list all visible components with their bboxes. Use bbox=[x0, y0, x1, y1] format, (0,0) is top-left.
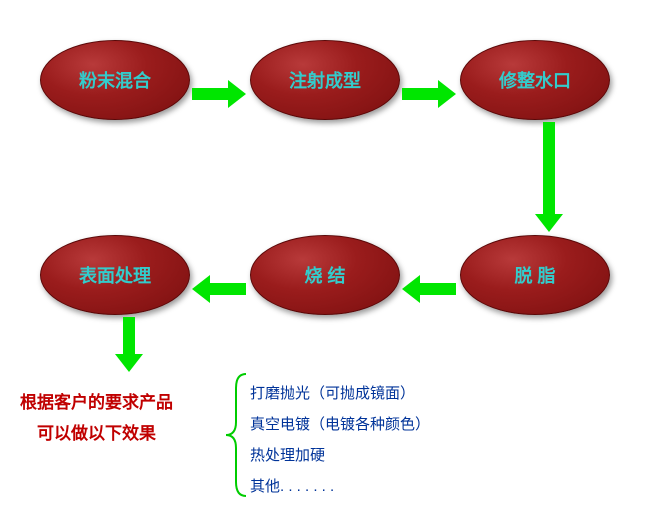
brace-icon bbox=[222, 372, 248, 498]
node-label: 脱 脂 bbox=[514, 262, 555, 288]
arrow-icon bbox=[535, 122, 563, 232]
option-item: 真空电镀（电镀各种颜色） bbox=[250, 413, 430, 434]
node-sinter: 烧 结 bbox=[250, 235, 400, 315]
arrow-icon bbox=[192, 80, 246, 108]
node-injection-molding: 注射成型 bbox=[250, 40, 400, 120]
node-label: 表面处理 bbox=[79, 262, 151, 288]
option-item: 其他. . . . . . . bbox=[250, 475, 430, 496]
node-label: 烧 结 bbox=[304, 262, 345, 288]
arrow-icon bbox=[115, 317, 143, 372]
node-trim-gate: 修整水口 bbox=[460, 40, 610, 120]
node-label: 修整水口 bbox=[499, 67, 571, 93]
options-list: 打磨抛光（可抛成镜面） 真空电镀（电镀各种颜色） 热处理加硬 其他. . . .… bbox=[250, 372, 430, 506]
flowchart-canvas: 粉末混合 注射成型 修整水口 脱 脂 烧 结 表面处理 根据客户的要 bbox=[0, 0, 660, 500]
footer-note: 根据客户的要求产品 可以做以下效果 bbox=[20, 388, 173, 449]
node-label: 注射成型 bbox=[289, 67, 361, 93]
footer-line2: 可以做以下效果 bbox=[20, 419, 173, 450]
option-item: 打磨抛光（可抛成镜面） bbox=[250, 382, 430, 403]
option-item: 热处理加硬 bbox=[250, 444, 430, 465]
node-powder-mix: 粉末混合 bbox=[40, 40, 190, 120]
footer-line1: 根据客户的要求产品 bbox=[20, 388, 173, 419]
node-label: 粉末混合 bbox=[79, 67, 151, 93]
node-surface-treatment: 表面处理 bbox=[40, 235, 190, 315]
arrow-icon bbox=[192, 275, 246, 303]
arrow-icon bbox=[402, 275, 456, 303]
node-degrease: 脱 脂 bbox=[460, 235, 610, 315]
arrow-icon bbox=[402, 80, 456, 108]
